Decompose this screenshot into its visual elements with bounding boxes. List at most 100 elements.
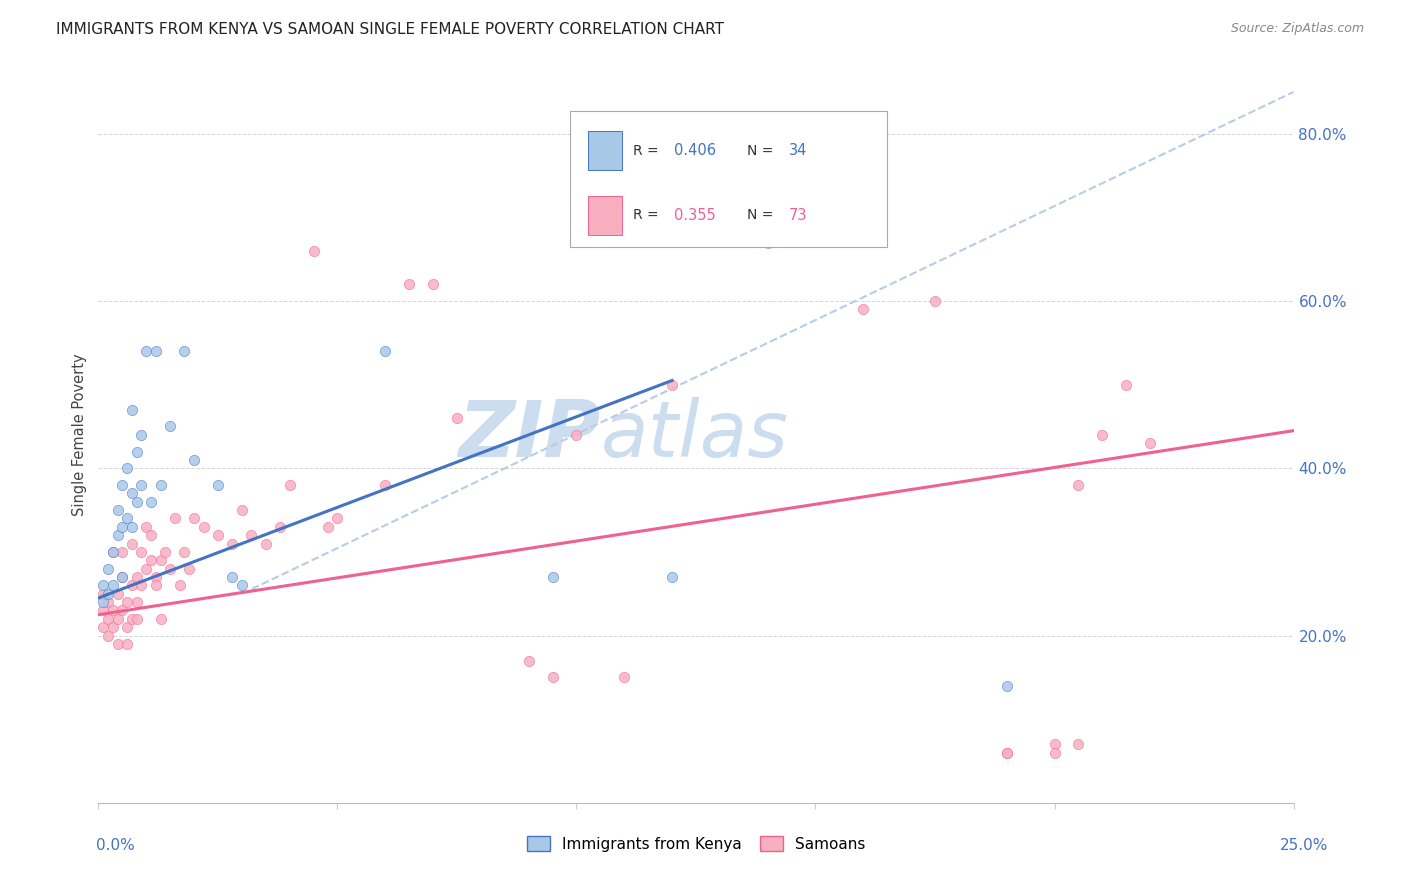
Text: 0.355: 0.355 (675, 208, 716, 223)
Text: ZIP: ZIP (458, 397, 600, 473)
Point (207, 478, 229, 492)
Point (541, 670, 564, 684)
Point (115, 461, 138, 475)
Point (101, 578, 124, 592)
Point (91, 578, 114, 592)
Point (254, 536, 277, 550)
Point (121, 520, 143, 534)
Point (316, 520, 339, 534)
Point (541, 570, 564, 584)
Point (613, 670, 636, 684)
Point (149, 478, 172, 492)
Point (422, 277, 444, 292)
Point (115, 511, 138, 525)
Point (121, 578, 143, 592)
Point (565, 427, 588, 442)
Point (125, 444, 148, 458)
Text: atlas: atlas (600, 397, 789, 473)
Point (111, 520, 134, 534)
Text: 34: 34 (789, 144, 807, 158)
Point (231, 578, 253, 592)
Point (374, 478, 396, 492)
Point (121, 536, 143, 550)
Point (1139, 436, 1161, 450)
Point (121, 402, 143, 417)
Text: 25.0%: 25.0% (1281, 838, 1329, 853)
Point (240, 528, 263, 542)
Point (173, 344, 195, 359)
Point (107, 503, 129, 517)
Point (169, 578, 191, 592)
Point (101, 545, 124, 559)
Point (97, 562, 120, 576)
FancyBboxPatch shape (589, 131, 621, 170)
Point (101, 545, 124, 559)
Text: R =: R = (633, 208, 662, 222)
Point (398, 277, 420, 292)
Point (97, 612, 120, 626)
Point (193, 520, 215, 534)
Point (207, 528, 229, 542)
Point (269, 520, 291, 534)
Legend: Immigrants from Kenya, Samoans: Immigrants from Kenya, Samoans (520, 830, 872, 858)
Text: R =: R = (633, 144, 662, 158)
Point (111, 478, 134, 492)
Point (159, 419, 181, 434)
Point (107, 587, 129, 601)
Point (302, 244, 325, 258)
Point (163, 511, 186, 525)
Point (183, 453, 205, 467)
Point (107, 612, 129, 626)
Point (131, 578, 153, 592)
Point (91, 620, 114, 634)
Point (149, 612, 172, 626)
Point (91, 587, 114, 601)
Point (125, 595, 148, 609)
Point (231, 503, 253, 517)
Text: N =: N = (748, 208, 778, 222)
Point (517, 654, 540, 668)
Point (111, 570, 134, 584)
Point (115, 595, 138, 609)
Point (661, 570, 683, 584)
FancyBboxPatch shape (589, 196, 621, 235)
Point (374, 344, 396, 359)
Point (995, 679, 1018, 693)
Point (661, 377, 683, 392)
Point (159, 562, 181, 576)
Point (111, 570, 134, 584)
Point (173, 545, 195, 559)
Point (135, 520, 157, 534)
Point (97, 595, 120, 609)
Point (91, 595, 114, 609)
Point (91, 603, 114, 617)
Text: N =: N = (748, 144, 778, 158)
Text: 0.0%: 0.0% (96, 838, 135, 853)
Point (101, 620, 124, 634)
Point (111, 545, 134, 559)
Point (155, 545, 177, 559)
Point (139, 553, 162, 567)
Point (1067, 478, 1090, 492)
Point (111, 603, 134, 617)
Point (131, 427, 153, 442)
Point (135, 562, 157, 576)
Text: 73: 73 (789, 208, 807, 223)
Point (125, 612, 148, 626)
Point (121, 486, 143, 500)
FancyBboxPatch shape (571, 111, 887, 247)
Point (107, 528, 129, 542)
Point (135, 344, 157, 359)
Point (145, 570, 167, 584)
Point (924, 293, 946, 308)
Point (326, 511, 349, 525)
Point (1115, 377, 1137, 392)
Point (115, 620, 138, 634)
Point (149, 553, 172, 567)
Point (995, 746, 1018, 760)
Text: IMMIGRANTS FROM KENYA VS SAMOAN SINGLE FEMALE POVERTY CORRELATION CHART: IMMIGRANTS FROM KENYA VS SAMOAN SINGLE F… (56, 22, 724, 37)
Point (1043, 737, 1066, 751)
Text: Source: ZipAtlas.com: Source: ZipAtlas.com (1230, 22, 1364, 36)
Point (145, 578, 167, 592)
Point (278, 478, 301, 492)
